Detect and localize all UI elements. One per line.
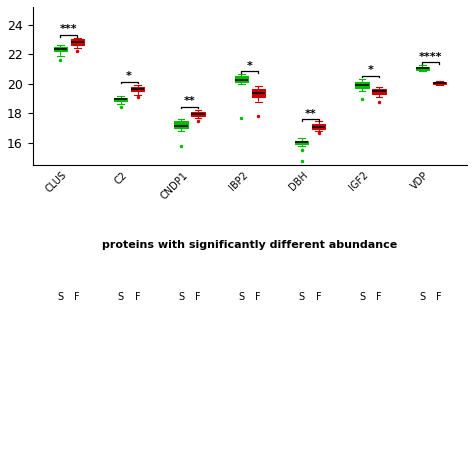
- PathPatch shape: [191, 112, 205, 116]
- PathPatch shape: [131, 87, 144, 91]
- Text: F: F: [135, 292, 140, 301]
- PathPatch shape: [54, 47, 67, 51]
- PathPatch shape: [252, 89, 265, 97]
- Text: **: **: [183, 96, 195, 106]
- PathPatch shape: [416, 67, 429, 70]
- Text: *: *: [126, 71, 132, 81]
- Text: ****: ****: [419, 52, 443, 62]
- Text: S: S: [178, 292, 184, 301]
- PathPatch shape: [174, 121, 188, 128]
- PathPatch shape: [114, 98, 128, 101]
- Text: F: F: [376, 292, 382, 301]
- X-axis label: proteins with significantly different abundance: proteins with significantly different ab…: [102, 240, 397, 250]
- PathPatch shape: [235, 76, 248, 82]
- Text: ***: ***: [60, 25, 78, 35]
- PathPatch shape: [312, 125, 325, 129]
- Text: *: *: [367, 65, 374, 75]
- PathPatch shape: [372, 89, 385, 94]
- Text: F: F: [195, 292, 201, 301]
- Text: F: F: [255, 292, 261, 301]
- Text: S: S: [359, 292, 365, 301]
- Text: S: S: [238, 292, 245, 301]
- Text: S: S: [299, 292, 305, 301]
- PathPatch shape: [356, 82, 369, 88]
- PathPatch shape: [433, 82, 446, 84]
- Text: S: S: [57, 292, 64, 301]
- Text: F: F: [316, 292, 321, 301]
- PathPatch shape: [71, 39, 84, 45]
- Text: F: F: [437, 292, 442, 301]
- Text: F: F: [74, 292, 80, 301]
- Text: S: S: [419, 292, 426, 301]
- Text: *: *: [247, 61, 253, 71]
- Text: S: S: [118, 292, 124, 301]
- Text: **: **: [304, 109, 316, 118]
- PathPatch shape: [295, 141, 309, 144]
